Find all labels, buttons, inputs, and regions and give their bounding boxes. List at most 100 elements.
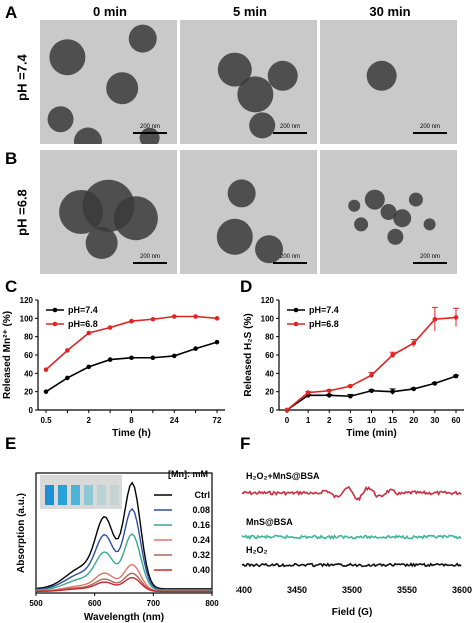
vial <box>97 485 106 505</box>
legend-label: 0.16 <box>192 520 210 530</box>
nanoparticle <box>47 106 74 133</box>
column-header-5min: 5 min <box>233 4 267 19</box>
vial <box>58 485 67 505</box>
legend-marker <box>293 321 299 327</box>
data-point <box>107 325 113 330</box>
tem-image-r2-c1: 200 nm <box>40 150 177 274</box>
x-axis-label: Field (G) <box>332 607 373 618</box>
data-point <box>65 348 70 353</box>
x-tick-label: 1 <box>306 416 311 425</box>
y-tick-label: 60 <box>265 351 274 360</box>
tem-image-r2-c2: 200 nm <box>180 150 317 274</box>
panel-label-c: C <box>5 277 18 296</box>
row-label-ph74: pH =7.4 <box>14 54 30 101</box>
nanoparticle <box>387 228 404 245</box>
y-tick-label: 100 <box>261 314 275 323</box>
nanoparticle <box>227 179 256 208</box>
data-point <box>390 389 395 394</box>
data-point <box>86 330 92 336</box>
x-tick-label: 8 <box>129 416 134 425</box>
spectrum-line <box>35 576 212 593</box>
y-tick-label: 100 <box>20 314 34 323</box>
panel-label-e: E <box>5 434 17 453</box>
scale-bar-label: 200 nm <box>279 254 300 260</box>
y-tick-label: 20 <box>24 388 33 397</box>
nanoparticle <box>49 39 86 76</box>
y-tick-label: 40 <box>24 369 33 378</box>
nanoparticle <box>380 204 397 220</box>
esr-trace <box>241 562 462 568</box>
legend-label: pH=6.8 <box>68 319 98 329</box>
vial <box>110 485 119 505</box>
chart-f-esr-spectra: 3400 3450 3500 3550 3600 Field (G) H₂O₂+MnS@BS… <box>236 471 472 618</box>
legend-label: pH=7.4 <box>68 305 98 315</box>
y-axis-label: Released Mn²⁺ (%) <box>2 311 13 399</box>
trace-label: H₂O₂+MnS@BSA <box>246 471 320 481</box>
legend-label: 0.24 <box>192 535 210 545</box>
y-tick-label: 0 <box>29 406 34 415</box>
data-point <box>193 314 198 319</box>
scale-bar-label: 200 nm <box>139 124 160 130</box>
data-point <box>129 318 134 324</box>
x-tick-label: 5 <box>348 416 353 425</box>
legend-label: pH=6.8 <box>309 319 339 329</box>
nanoparticle <box>139 127 160 144</box>
nanoparticle <box>217 52 252 87</box>
scale-bar-label: 200 nm <box>279 124 300 130</box>
tem-image-r1-c3: 200 nm <box>320 20 457 144</box>
data-point <box>390 352 395 358</box>
y-axis-label: Released H₂S (%) <box>243 313 254 396</box>
x-tick-label: 20 <box>409 416 418 425</box>
legend-label: 0.08 <box>192 505 210 515</box>
nanoparticle <box>255 235 284 264</box>
data-point <box>43 367 49 372</box>
x-tick-label: 0.5 <box>40 416 52 425</box>
x-tick-label: 0 <box>285 416 290 425</box>
chart-e-absorption-spectra: 500 600 700 800 Wavelength (nm) Absorption (a… <box>16 469 219 623</box>
scale-bar <box>413 262 447 264</box>
trace-label: MnS@BSA <box>246 517 293 527</box>
nanoparticle <box>237 76 274 113</box>
data-point <box>411 340 417 346</box>
data-point <box>214 339 220 345</box>
scale-bar-label: 200 nm <box>419 124 440 130</box>
tem-image-r1-c1: 200 nm <box>40 20 177 144</box>
nanoparticle <box>113 196 158 241</box>
esr-trace <box>241 534 462 540</box>
panel-label-f: F <box>240 434 251 453</box>
panel-label-a: A <box>5 3 18 22</box>
y-tick-label: 80 <box>265 333 274 342</box>
chart-c-released-mn: 0 20 40 60 80 100 120 0.5 2 8 24 72 Time (h) Released… <box>2 296 225 439</box>
data-point <box>214 316 220 321</box>
legend-marker <box>293 307 299 313</box>
nanoparticle <box>366 60 397 91</box>
data-point <box>348 393 353 399</box>
x-tick-label: 500 <box>29 599 43 608</box>
data-point <box>369 372 374 378</box>
x-tick-label: 700 <box>147 599 161 608</box>
y-tick-label: 120 <box>20 296 34 305</box>
legend-title: [Mn]: mM <box>168 469 208 479</box>
trace-label: H₂O₂ <box>246 545 268 555</box>
spectrum-line <box>35 481 212 590</box>
x-tick-label: 2 <box>87 416 92 425</box>
scale-bar-label: 200 nm <box>419 254 440 260</box>
x-tick-label: 600 <box>88 599 102 608</box>
y-tick-label: 0 <box>270 406 275 415</box>
legend-label: 0.32 <box>192 550 210 560</box>
y-tick-label: 60 <box>24 351 33 360</box>
nanoparticle <box>128 24 157 53</box>
nanoparticle <box>249 112 276 139</box>
legend-label: Ctrl <box>195 490 211 500</box>
nanoparticle <box>408 192 423 207</box>
x-tick-label: 10 <box>367 416 376 425</box>
data-point <box>129 355 134 361</box>
nanoparticle <box>85 227 118 259</box>
data-point <box>348 383 353 389</box>
data-point <box>65 375 70 381</box>
data-point <box>193 346 198 351</box>
legend-marker <box>52 307 58 313</box>
nanoparticle <box>216 218 253 255</box>
scale-bar <box>133 132 167 134</box>
y-tick-label: 40 <box>265 369 274 378</box>
